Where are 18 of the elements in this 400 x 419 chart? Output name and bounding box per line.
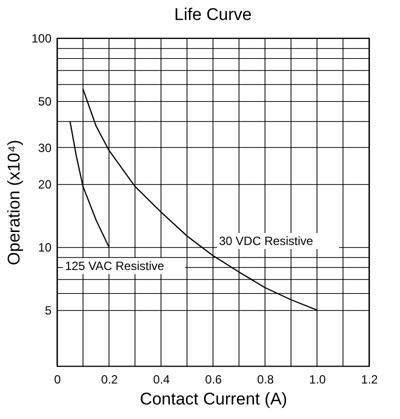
y-tick-label: 100 — [31, 32, 52, 46]
x-axis-title: Contact Current (A) — [140, 390, 288, 408]
chart-title: Life Curve — [174, 5, 252, 24]
x-tick-label: 0.4 — [153, 372, 170, 386]
x-tick-label: 0.6 — [205, 372, 222, 386]
y-tick-label: 10 — [38, 240, 52, 255]
y-tick-label: 20 — [38, 178, 52, 192]
y-tick-label: 30 — [38, 140, 52, 155]
x-tick-label: 0 — [54, 372, 62, 386]
y-tick-label: 5 — [44, 304, 52, 318]
x-tick-label: 1.0 — [309, 372, 326, 386]
x-tick-label: 1.2 — [361, 372, 378, 386]
x-tick-label: 0.8 — [257, 372, 274, 386]
x-tick-label: 0.2 — [101, 372, 118, 386]
y-axis-title: Operation (x10⁴) — [4, 140, 24, 266]
series-label: 125 VAC Resistive — [65, 259, 164, 273]
y-tick-label: 50 — [38, 94, 52, 108]
series-label: 30 VDC Resistive — [219, 234, 314, 248]
